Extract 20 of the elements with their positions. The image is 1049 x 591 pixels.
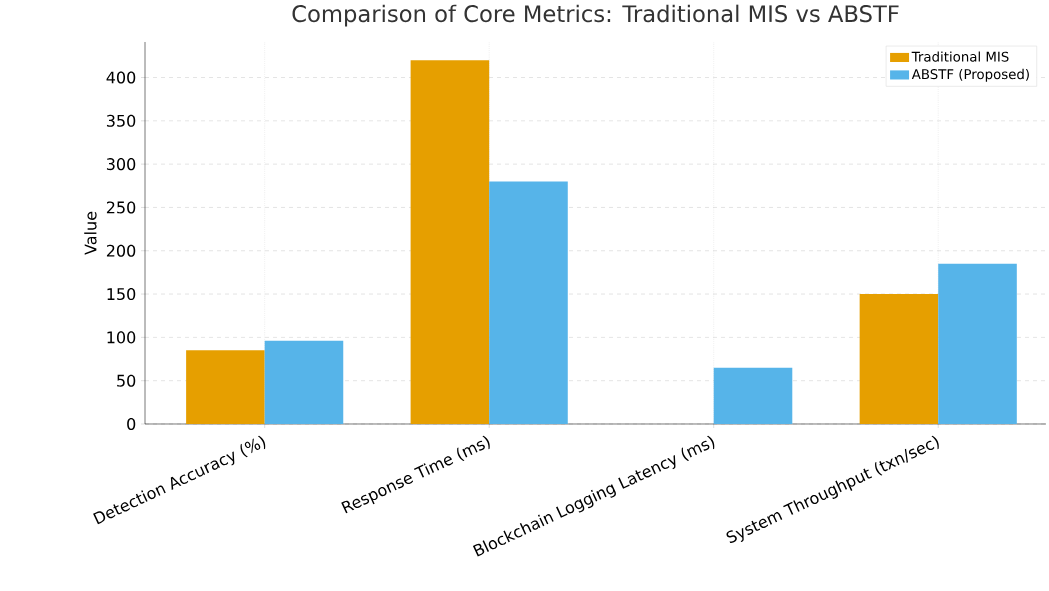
- y-tick-label: 250: [106, 201, 136, 214]
- bar: [186, 350, 265, 424]
- y-tick-label: 50: [117, 374, 136, 387]
- y-tick-label: 300: [106, 158, 136, 171]
- legend-label: ABSTF (Proposed): [911, 68, 1029, 82]
- y-tick-label: 400: [106, 71, 136, 84]
- bar: [264, 340, 344, 424]
- y-axis-title: Value: [84, 211, 97, 255]
- bar: [489, 181, 568, 424]
- legend-label: Traditional MIS: [911, 51, 1009, 62]
- bar: [938, 263, 1017, 424]
- bar: [859, 294, 939, 424]
- y-tick-label: 100: [107, 331, 136, 344]
- y-tick-label: 150: [107, 288, 136, 301]
- chart-title: Comparison of Core Metrics: Traditional MIS vs ABSTF: [292, 4, 899, 27]
- y-tick-label: 350: [106, 114, 136, 127]
- y-tick-label: 200: [106, 244, 136, 257]
- bar: [410, 60, 490, 424]
- y-tick-label: 0: [127, 417, 136, 431]
- bar: [713, 367, 793, 424]
